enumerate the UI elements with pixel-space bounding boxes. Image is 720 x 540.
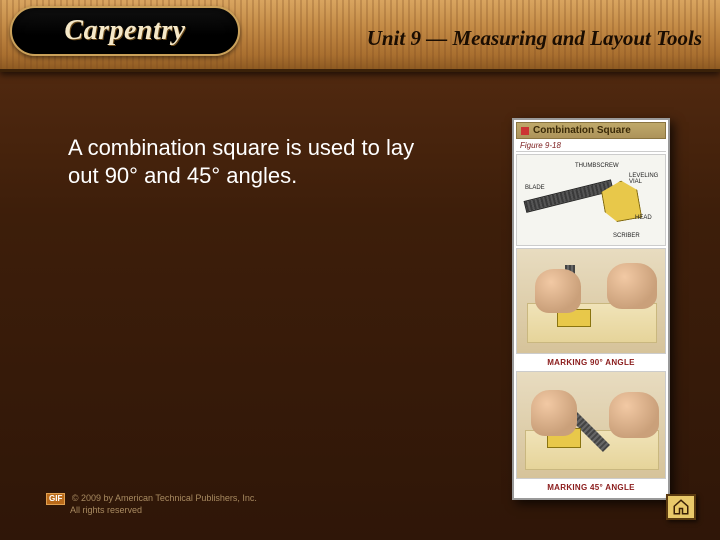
home-icon	[672, 498, 690, 516]
label-thumbscrew: THUMBSCREW	[575, 163, 619, 169]
figure-photo-45	[516, 371, 666, 479]
body-text: A combination square is used to lay out …	[68, 134, 438, 189]
figure-diagram: THUMBSCREW BLADE LEVELING VIAL HEAD SCRI…	[516, 154, 666, 246]
figure-number: Figure 9-18	[516, 140, 666, 152]
gif-badge: GIF	[46, 493, 65, 505]
logo-badge: Carpentry	[10, 6, 240, 56]
header-bar: Carpentry Unit 9 — Measuring and Layout …	[0, 0, 720, 72]
copyright-line2: All rights reserved	[70, 505, 142, 515]
label-leveling-vial: LEVELING VIAL	[629, 173, 669, 185]
slide: Carpentry Unit 9 — Measuring and Layout …	[0, 0, 720, 540]
figure-panel: Combination Square Figure 9-18 THUMBSCRE…	[512, 118, 670, 500]
copyright-line1: © 2009 by American Technical Publishers,…	[72, 493, 257, 503]
figure-title-bar: Combination Square	[516, 122, 666, 139]
label-blade: BLADE	[525, 185, 545, 191]
figure-title: Combination Square	[533, 125, 631, 136]
figure-bullet-icon	[521, 127, 529, 135]
unit-title: Unit 9 — Measuring and Layout Tools	[367, 26, 702, 51]
caption-90: MARKING 90° ANGLE	[516, 356, 666, 371]
copyright: GIF © 2009 by American Technical Publish…	[46, 493, 257, 516]
home-button[interactable]	[666, 494, 696, 520]
logo-text: Carpentry	[64, 15, 185, 47]
label-head: HEAD	[635, 215, 652, 221]
caption-45: MARKING 45° ANGLE	[516, 481, 666, 496]
label-scriber: SCRIBER	[613, 233, 640, 239]
figure-photo-90	[516, 248, 666, 354]
